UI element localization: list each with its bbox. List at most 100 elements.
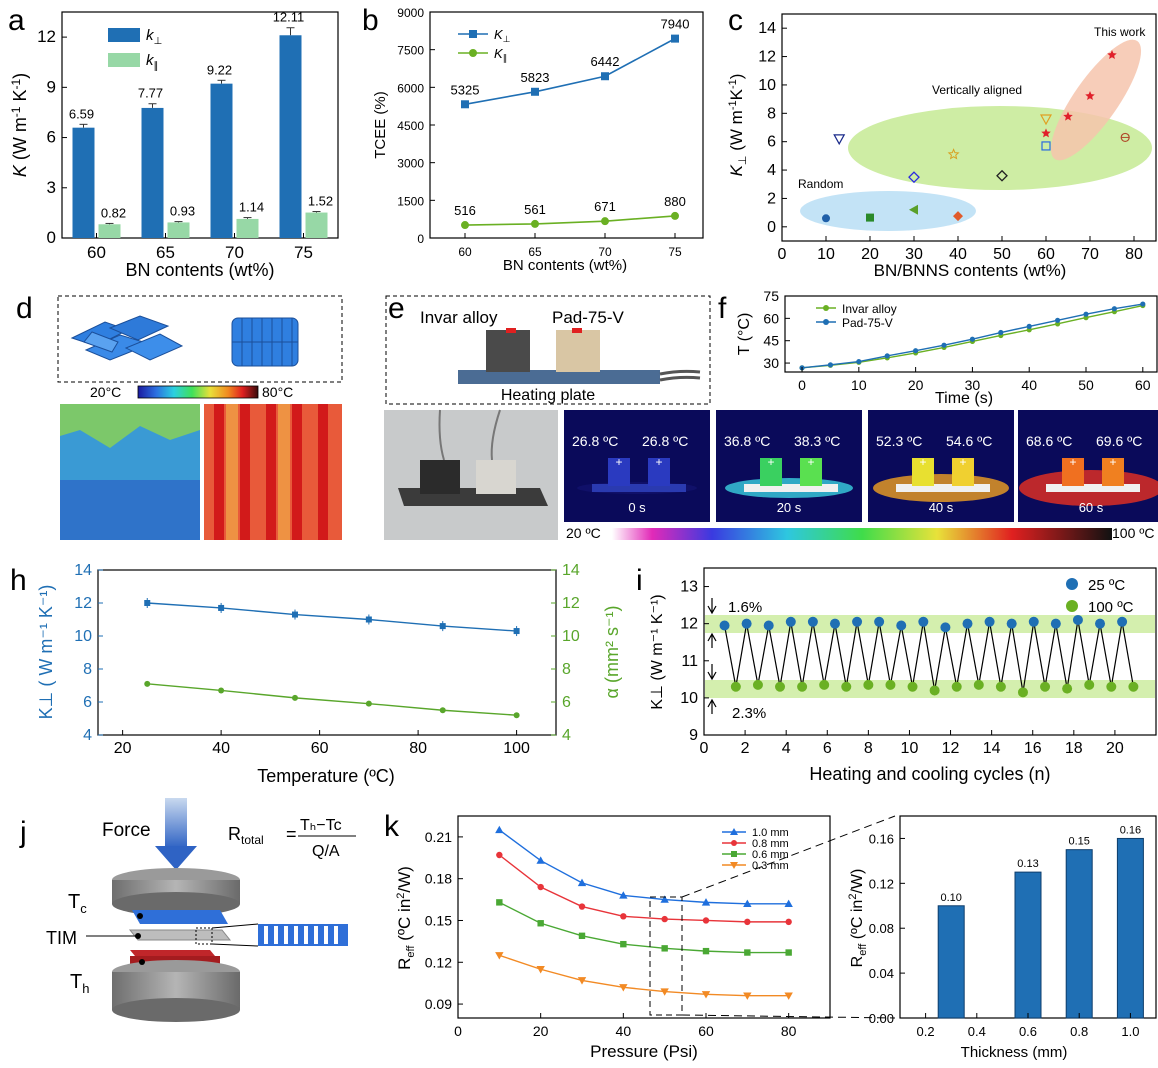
- point-100c: [730, 681, 741, 692]
- point-3: [619, 984, 628, 992]
- h-xtick-label: 20: [114, 740, 132, 757]
- point-2: [537, 920, 544, 927]
- point-25c: [1050, 618, 1061, 629]
- point-value-label: 5823: [521, 70, 550, 85]
- inset-bar-label: 0.10: [940, 892, 961, 904]
- ylabel-c: K⊥ (W m-1K-1): [727, 74, 749, 177]
- legend-label-pad: Pad-75-V: [842, 316, 893, 330]
- legend-label: 0.8 mm: [752, 838, 789, 850]
- scatter-point: [833, 134, 846, 146]
- h-y2tick-label: 14: [562, 562, 580, 579]
- plot-frame-h: [97, 569, 557, 736]
- point-100c: [775, 681, 786, 692]
- k-xtick-label: 0: [454, 1023, 462, 1039]
- legend-marker-kpar-b: [469, 49, 477, 57]
- panel-label-h: h: [10, 564, 27, 597]
- temp-pad: 26.8 ºC: [642, 433, 688, 449]
- point-pad: [1055, 317, 1061, 323]
- k-xtick-label: 60: [698, 1023, 714, 1039]
- plot-frame-i: [703, 567, 1157, 736]
- temp-invar: 26.8 ºC: [572, 433, 618, 449]
- ylabel-k: Reff (ºC in2/W): [395, 866, 417, 970]
- point-100c: [752, 679, 763, 690]
- inset-bar-label: 0.15: [1068, 836, 1089, 848]
- temp-invar: 52.3 ºC: [876, 433, 922, 449]
- c-xtick-label: 50: [993, 246, 1011, 263]
- thermal-frame: [564, 410, 710, 522]
- scatter-point: [947, 148, 960, 160]
- b-xtick-label: 60: [458, 245, 472, 259]
- point-kpar: [601, 217, 609, 226]
- xlabel-h: Temperature (ºC): [257, 766, 395, 786]
- point-100c: [973, 679, 984, 690]
- point-100c: [1062, 683, 1073, 694]
- c-xtick-label: 70: [1081, 246, 1099, 263]
- f-xtick-label: 20: [908, 377, 924, 393]
- y2label-h: α (mm² s⁻¹): [602, 606, 622, 699]
- a-xtick-label: 60: [87, 243, 106, 262]
- point-value-label: 5325: [451, 82, 480, 97]
- point-alpha: [439, 707, 446, 714]
- xlabel-a: BN contents (wt%): [125, 260, 274, 280]
- thermal-frames: + +26.8 ºC 26.8 ºC 0 s + +36.8 ºC 38.3 ºC 20 s +…: [564, 410, 1158, 522]
- aligned-stripes: [214, 404, 328, 540]
- line-kpar: [464, 215, 676, 226]
- invar-sensor: [506, 328, 516, 333]
- h-xtick-label: 80: [409, 740, 427, 757]
- a-ytick-label: 6: [47, 128, 56, 147]
- point-25c: [874, 616, 885, 627]
- a-ytick-label: 12: [37, 27, 56, 46]
- scale-max-g: 100 ºC: [1112, 525, 1154, 541]
- panel-label-d: d: [16, 292, 33, 325]
- formula-r: Rtotal: [228, 824, 264, 847]
- point-25c: [807, 616, 818, 627]
- point-kperp: [671, 34, 679, 43]
- point-value-label: 671: [594, 199, 616, 214]
- tim-layer: [128, 929, 232, 941]
- h-y2tick-label: 6: [562, 694, 571, 711]
- photo-cables: [438, 409, 501, 461]
- ki-xtick-label: 0.6: [1019, 1024, 1037, 1039]
- c-xtick-label: 60: [1037, 246, 1055, 263]
- f-xtick-label: 60: [1135, 377, 1151, 393]
- color-scale-d: [137, 385, 259, 399]
- point-2: [661, 945, 668, 952]
- tc-plate: [132, 910, 228, 924]
- ki-xtick-label: 0.8: [1070, 1024, 1088, 1039]
- panel-label-a: a: [8, 4, 25, 37]
- label-force: Force: [102, 820, 151, 841]
- point-0: [495, 825, 504, 834]
- bar-value-label: 9.22: [207, 62, 232, 77]
- legend-label-kpar: k∥: [146, 52, 159, 72]
- thermal-plate: [896, 484, 990, 492]
- c-xtick-label: 80: [1125, 246, 1143, 263]
- ylabel-i: K⊥ (W m⁻¹ K⁻¹): [649, 594, 666, 709]
- point-3: [577, 977, 587, 985]
- xlabel-k-inset: Thickness (mm): [961, 1044, 1068, 1061]
- a-ytick-label: 9: [47, 77, 56, 96]
- crosshair: +: [1109, 455, 1116, 469]
- bar-value-label: 0.82: [101, 205, 126, 220]
- point-value-label: 7940: [661, 17, 690, 32]
- c-ytick-label: 10: [758, 77, 776, 94]
- point-1: [785, 918, 792, 926]
- chart-b-marks: 5325 5823 6442 7940 516 561 671 880 60 65 70 75 0 150…: [397, 6, 689, 259]
- chart-k-inset-marks: 0.10 0.13 0.15 0.16 0.2 0.4 0.6 0.8 1.0 0.00 0.04 0…: [869, 824, 1144, 1039]
- b-ytick-label: 1500: [397, 194, 424, 208]
- chart-h-marks: 20 40 60 80 100 4 4 6 6 8 8 10 10 12 12 14 14: [74, 562, 580, 757]
- a-xtick-label: 75: [294, 243, 313, 262]
- k-ytick-label: 0.18: [425, 871, 452, 887]
- b-ytick-label: 6000: [397, 81, 424, 95]
- b-ytick-label: 7500: [397, 44, 424, 58]
- point-100c: [797, 681, 808, 692]
- point-100c: [907, 681, 918, 692]
- scatter-point: [953, 211, 963, 222]
- panel-label-c: c: [728, 4, 743, 37]
- force-arrow-head: [155, 846, 197, 870]
- c-ytick-label: 0: [767, 219, 776, 236]
- point-100c: [863, 679, 874, 690]
- inset-bar-label: 0.16: [1120, 824, 1141, 836]
- point-100c: [1017, 687, 1028, 698]
- ki-ytick-label: 0.12: [869, 876, 894, 891]
- heating-plate: [458, 370, 660, 384]
